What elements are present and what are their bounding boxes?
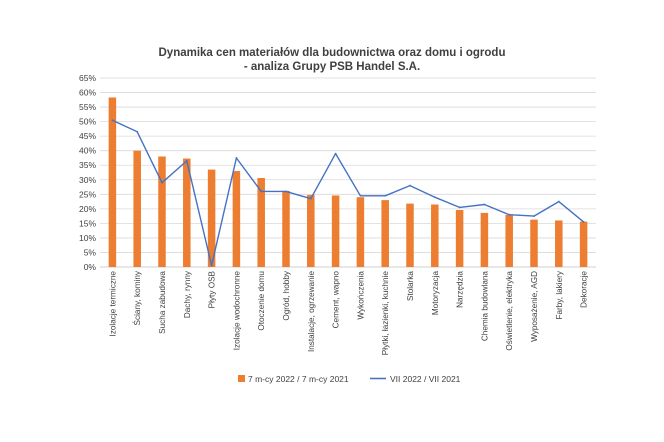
line-series-path (112, 119, 585, 267)
x-category-label: Sucha zabudowa (158, 271, 167, 334)
line-point-2 (136, 130, 139, 133)
chart-title: Dynamika cen materiałów dla budownictwa … (159, 47, 506, 73)
y-tick-label: 55% (79, 102, 96, 112)
y-tick-label: 5% (84, 247, 97, 257)
bar-6 (232, 171, 241, 267)
legend-swatch-bar (238, 375, 245, 382)
bar-2 (133, 150, 141, 267)
bar-5 (207, 169, 216, 267)
x-category-label: Płytki, łazienki, kuchnie (381, 271, 390, 356)
line-point-1 (111, 119, 114, 122)
bar-17 (505, 214, 513, 267)
y-tick-label: 20% (79, 204, 96, 214)
y-tick-label: 50% (79, 117, 96, 127)
line-point-18 (533, 215, 535, 218)
line-point-8 (285, 190, 287, 193)
line-point-17 (508, 213, 511, 216)
chart-title-line-1: Dynamika cen materiałów dla budownictwa … (159, 47, 506, 59)
x-category-label: Dekoracje (580, 271, 589, 308)
y-tick-label: 40% (79, 146, 96, 156)
chart-title-line-2: - analiza Grupy PSB Handel S.A. (244, 61, 420, 73)
line-point-4 (185, 159, 188, 162)
x-category-label: Wykończenia (356, 271, 365, 320)
y-tick-label: 30% (79, 175, 96, 185)
x-category-label: Izolacje wodochronne (232, 271, 241, 351)
x-category-label: Wyposażenie, AGD (530, 271, 539, 342)
x-category-label: Farby, lakiery (555, 270, 564, 319)
bar-1 (108, 97, 117, 267)
line-point-11 (359, 194, 362, 197)
line-point-13 (409, 184, 411, 187)
y-tick-label: 45% (79, 131, 96, 141)
x-category-label: Izolacje termiczne (108, 271, 117, 337)
y-tick-label: 15% (79, 218, 96, 228)
line-point-5 (210, 264, 213, 267)
x-category-label: Chemia budowlana (480, 271, 489, 342)
x-category-label: Motoryzacja (431, 271, 440, 316)
bar-10 (331, 195, 340, 267)
line-point-19 (557, 200, 560, 203)
x-axis-category-labels: Izolacje termiczne Ściany, kominy Sucha za… (108, 270, 588, 355)
x-category-label: Narzędzia (456, 271, 465, 308)
x-category-label: Płyty OSB (208, 270, 217, 308)
x-category-label: Ściany, kominy (131, 270, 142, 325)
x-category-label: Dachy, rynny (183, 270, 192, 318)
y-tick-label: 65% (79, 73, 96, 83)
y-axis-tick-labels: 0% 5% 10% 15% 20% 25% 30% 35% 40% 45% 50% 55% 60% 65% (79, 73, 96, 272)
line-point-12 (384, 194, 387, 197)
line-point-10 (334, 152, 337, 155)
x-category-label: Ogród, hobby (282, 270, 291, 321)
y-tick-label: 25% (79, 189, 96, 199)
x-category-label: Otoczenie domu (257, 271, 266, 331)
y-tick-label: 35% (79, 160, 96, 170)
bar-4 (183, 158, 191, 267)
line-point-20 (582, 221, 585, 223)
bar-13 (406, 203, 414, 267)
line-point-6 (235, 157, 238, 159)
bar-20 (579, 221, 588, 267)
bar-15 (455, 210, 464, 267)
line-point-15 (458, 206, 461, 209)
x-category-label: Cement, wapno (332, 271, 341, 329)
bar-3 (158, 156, 166, 267)
y-tick-label: 0% (84, 262, 97, 272)
x-category-label: Stolarka (406, 271, 415, 301)
line-point-9 (309, 197, 312, 200)
legend: 7 m-cy 2022 / 7 m-cy 2021 VII 2022 / VII … (238, 374, 461, 384)
bar-8 (282, 190, 290, 267)
y-tick-label: 10% (79, 233, 96, 243)
x-category-label: Oświetlenie, elektryka (505, 271, 514, 351)
legend-label-line: VII 2022 / VII 2021 (390, 374, 461, 384)
line-point-7 (260, 190, 263, 193)
line-point-3 (161, 181, 163, 184)
bar-14 (431, 204, 439, 267)
bar-16 (480, 212, 489, 267)
line-point-16 (483, 203, 486, 206)
line-point-14 (433, 196, 436, 199)
legend-label-bar: 7 m-cy 2022 / 7 m-cy 2021 (248, 374, 349, 384)
bar-7 (257, 178, 265, 267)
bar-18 (530, 219, 538, 267)
bar-series (108, 97, 588, 267)
x-category-label: Instalacje, ogrzewanie (307, 271, 316, 352)
line-series (111, 119, 585, 267)
bar-11 (356, 197, 365, 267)
bar-19 (555, 220, 563, 267)
y-tick-label: 60% (79, 88, 96, 98)
bar-12 (381, 200, 389, 267)
bar-9 (307, 194, 315, 267)
